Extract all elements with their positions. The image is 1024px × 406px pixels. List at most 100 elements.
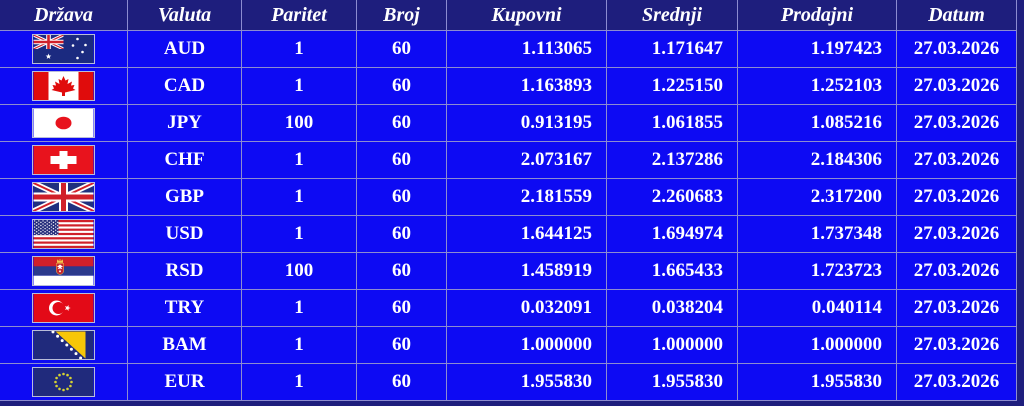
mid-rate-cell: 1.694974: [607, 216, 738, 253]
flag-japan-icon: [32, 108, 95, 138]
sell-rate-cell: 1.252103: [738, 68, 897, 105]
mid-rate-cell: 1.225150: [607, 68, 738, 105]
parity-cell: 1: [242, 290, 357, 327]
table-row: USD 1 60 1.644125 1.694974 1.737348 27.0…: [0, 216, 1017, 253]
date-cell: 27.03.2026: [897, 68, 1017, 105]
sell-rate-cell: 1.000000: [738, 327, 897, 364]
flag-canada-icon: [32, 71, 95, 101]
column-header-sell: Prodajni: [738, 0, 897, 31]
sell-rate-cell: 1.197423: [738, 31, 897, 68]
flag-turkey-icon: [32, 293, 95, 323]
parity-cell: 100: [242, 105, 357, 142]
parity-cell: 1: [242, 31, 357, 68]
table-row: JPY 100 60 0.913195 1.061855 1.085216 27…: [0, 105, 1017, 142]
flag-serbia-icon: [32, 256, 95, 286]
mid-rate-cell: 1.000000: [607, 327, 738, 364]
currency-code-cell: USD: [128, 216, 242, 253]
number-cell: 60: [357, 179, 447, 216]
currency-code-cell: JPY: [128, 105, 242, 142]
number-cell: 60: [357, 105, 447, 142]
country-flag-cell: [0, 68, 128, 105]
table-row: EUR 1 60 1.955830 1.955830 1.955830 27.0…: [0, 364, 1017, 401]
table-row: GBP 1 60 2.181559 2.260683 2.317200 27.0…: [0, 179, 1017, 216]
sell-rate-cell: 2.184306: [738, 142, 897, 179]
buy-rate-cell: 0.032091: [447, 290, 607, 327]
buy-rate-cell: 0.913195: [447, 105, 607, 142]
country-flag-cell: [0, 179, 128, 216]
flag-bosnia-herzegovina-icon: [32, 330, 95, 360]
flag-european-union-icon: [32, 367, 95, 397]
sell-rate-cell: 2.317200: [738, 179, 897, 216]
date-cell: 27.03.2026: [897, 105, 1017, 142]
buy-rate-cell: 2.073167: [447, 142, 607, 179]
date-cell: 27.03.2026: [897, 179, 1017, 216]
country-flag-cell: [0, 31, 128, 68]
number-cell: 60: [357, 327, 447, 364]
sell-rate-cell: 0.040114: [738, 290, 897, 327]
date-cell: 27.03.2026: [897, 142, 1017, 179]
column-header-mid: Srednji: [607, 0, 738, 31]
currency-code-cell: BAM: [128, 327, 242, 364]
currency-code-cell: TRY: [128, 290, 242, 327]
table-row: CHF 1 60 2.073167 2.137286 2.184306 27.0…: [0, 142, 1017, 179]
buy-rate-cell: 1.000000: [447, 327, 607, 364]
currency-code-cell: RSD: [128, 253, 242, 290]
sell-rate-cell: 1.955830: [738, 364, 897, 401]
currency-code-cell: GBP: [128, 179, 242, 216]
buy-rate-cell: 1.955830: [447, 364, 607, 401]
number-cell: 60: [357, 31, 447, 68]
table-row: CAD 1 60 1.163893 1.225150 1.252103 27.0…: [0, 68, 1017, 105]
table-row: BAM 1 60 1.000000 1.000000 1.000000 27.0…: [0, 327, 1017, 364]
date-cell: 27.03.2026: [897, 216, 1017, 253]
currency-code-cell: AUD: [128, 31, 242, 68]
parity-cell: 100: [242, 253, 357, 290]
table-header-row: Država Valuta Paritet Broj Kupovni Sredn…: [0, 0, 1017, 31]
number-cell: 60: [357, 364, 447, 401]
sell-rate-cell: 1.737348: [738, 216, 897, 253]
buy-rate-cell: 1.458919: [447, 253, 607, 290]
parity-cell: 1: [242, 68, 357, 105]
country-flag-cell: [0, 105, 128, 142]
mid-rate-cell: 1.061855: [607, 105, 738, 142]
parity-cell: 1: [242, 216, 357, 253]
table-row: AUD 1 60 1.113065 1.171647 1.197423 27.0…: [0, 31, 1017, 68]
number-cell: 60: [357, 142, 447, 179]
country-flag-cell: [0, 364, 128, 401]
mid-rate-cell: 1.665433: [607, 253, 738, 290]
date-cell: 27.03.2026: [897, 31, 1017, 68]
number-cell: 60: [357, 290, 447, 327]
sell-rate-cell: 1.085216: [738, 105, 897, 142]
currency-code-cell: CAD: [128, 68, 242, 105]
country-flag-cell: [0, 327, 128, 364]
flag-switzerland-icon: [32, 145, 95, 175]
buy-rate-cell: 2.181559: [447, 179, 607, 216]
number-cell: 60: [357, 253, 447, 290]
flag-united-kingdom-icon: [32, 182, 95, 212]
date-cell: 27.03.2026: [897, 290, 1017, 327]
mid-rate-cell: 1.955830: [607, 364, 738, 401]
table-row: RSD 100 60 1.458919 1.665433 1.723723 27…: [0, 253, 1017, 290]
country-flag-cell: [0, 253, 128, 290]
mid-rate-cell: 2.137286: [607, 142, 738, 179]
parity-cell: 1: [242, 179, 357, 216]
currency-code-cell: EUR: [128, 364, 242, 401]
number-cell: 60: [357, 68, 447, 105]
column-header-number: Broj: [357, 0, 447, 31]
parity-cell: 1: [242, 327, 357, 364]
column-header-parity: Paritet: [242, 0, 357, 31]
sell-rate-cell: 1.723723: [738, 253, 897, 290]
currency-code-cell: CHF: [128, 142, 242, 179]
column-header-date: Datum: [897, 0, 1017, 31]
buy-rate-cell: 1.163893: [447, 68, 607, 105]
mid-rate-cell: 0.038204: [607, 290, 738, 327]
column-header-buy: Kupovni: [447, 0, 607, 31]
mid-rate-cell: 2.260683: [607, 179, 738, 216]
flag-australia-icon: [32, 34, 95, 64]
number-cell: 60: [357, 216, 447, 253]
country-flag-cell: [0, 290, 128, 327]
date-cell: 27.03.2026: [897, 327, 1017, 364]
buy-rate-cell: 1.644125: [447, 216, 607, 253]
parity-cell: 1: [242, 364, 357, 401]
date-cell: 27.03.2026: [897, 253, 1017, 290]
